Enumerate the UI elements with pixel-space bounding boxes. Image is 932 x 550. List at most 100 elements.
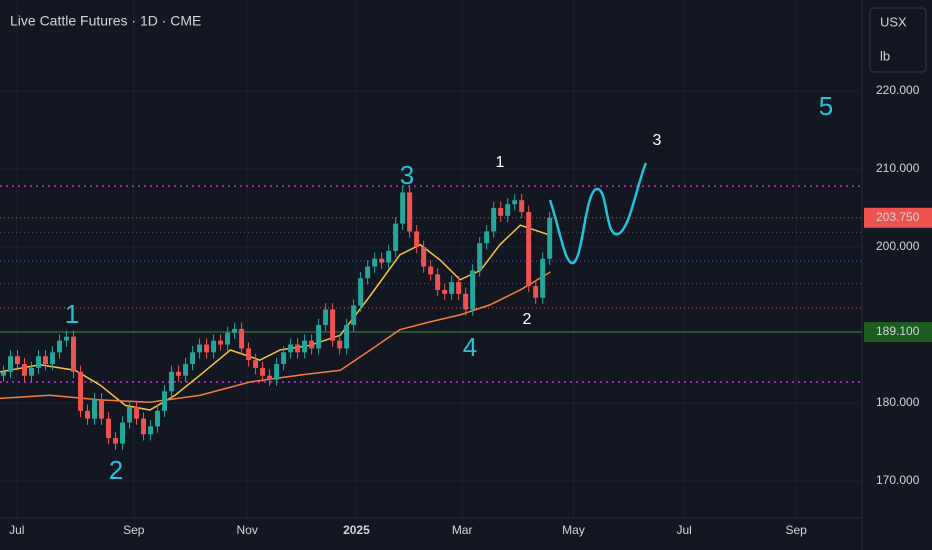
wave-label: 1 xyxy=(496,154,505,171)
candle-body xyxy=(449,282,455,294)
candle-body xyxy=(211,340,217,353)
candle-body xyxy=(337,340,343,349)
candle-body xyxy=(148,426,154,435)
candle-body xyxy=(407,192,413,232)
candle-body xyxy=(463,293,469,310)
candle-body xyxy=(155,410,161,427)
candle-body xyxy=(323,309,329,326)
candles xyxy=(1,186,553,450)
candle-body xyxy=(267,375,273,380)
price-label-box xyxy=(864,207,932,228)
candle-body xyxy=(428,266,434,275)
candle-body xyxy=(498,208,504,216)
y-tick-label: 220.000 xyxy=(876,83,920,97)
wave-label: 3 xyxy=(653,132,662,149)
candle-body xyxy=(540,258,546,298)
candle-body xyxy=(218,340,224,345)
wave-label: 3 xyxy=(400,160,414,190)
candle-body xyxy=(512,200,518,205)
candle-body xyxy=(8,356,14,372)
candle-body xyxy=(127,406,133,423)
candle-body xyxy=(302,340,308,353)
candle-body xyxy=(57,340,63,353)
moving-average xyxy=(0,271,551,404)
candle-body xyxy=(134,406,140,419)
y-tick-label: 170.000 xyxy=(876,473,920,487)
candle-body xyxy=(365,266,371,279)
candle-body xyxy=(470,270,476,310)
candle-body xyxy=(533,286,539,298)
candle-body xyxy=(190,352,196,365)
unit-measure: lb xyxy=(880,48,890,63)
candle-body xyxy=(379,258,385,263)
candle-body xyxy=(421,247,427,267)
candle-body xyxy=(22,364,28,376)
candle-body xyxy=(232,328,238,333)
wave-label: 2 xyxy=(109,455,123,485)
candle-body xyxy=(15,356,21,365)
candle-body xyxy=(169,371,175,392)
candle-body xyxy=(330,309,336,341)
x-tick-label: Sep xyxy=(123,523,145,537)
candle-body xyxy=(36,356,42,368)
candle-body xyxy=(43,356,49,365)
candle-body xyxy=(106,418,112,439)
x-tick-label: Jul xyxy=(9,523,24,537)
unit-box[interactable] xyxy=(869,7,927,73)
chart-title: Live Cattle Futures · 1D · CME xyxy=(10,13,201,29)
price-label-box xyxy=(864,322,932,343)
candle-body xyxy=(281,352,287,365)
candle-body xyxy=(477,243,483,271)
axes: 170.000 180.000 200.000 210.000 220.000 Jul Se… xyxy=(9,83,932,537)
annotations: 1 2 3 4 1 2 3 5 xyxy=(65,91,833,485)
candle-body xyxy=(400,192,406,224)
candle-body xyxy=(204,344,210,353)
unit-currency: USX xyxy=(880,14,907,29)
candle-body xyxy=(78,371,84,411)
candle-body xyxy=(120,422,126,444)
x-tick-label: Sep xyxy=(785,523,807,537)
candle-body xyxy=(295,344,301,353)
y-tick-label: 180.000 xyxy=(876,395,920,409)
candle-body xyxy=(113,438,119,444)
price-label: 203.750 xyxy=(876,210,920,224)
candle-body xyxy=(141,418,147,435)
candle-body xyxy=(99,399,105,419)
candle-body xyxy=(358,278,364,306)
candle-body xyxy=(484,231,490,244)
candle-body xyxy=(442,289,448,294)
x-tick-label: May xyxy=(562,523,585,537)
candle-body xyxy=(71,336,77,372)
candle-body xyxy=(519,200,525,212)
candle-body xyxy=(92,399,98,419)
candle-body xyxy=(414,231,420,248)
candle-body xyxy=(309,340,315,349)
candle-body xyxy=(29,367,35,376)
wave-label: 2 xyxy=(523,311,532,328)
candle-body xyxy=(239,328,245,349)
candle-body xyxy=(64,336,70,341)
candle-body xyxy=(288,344,294,353)
candle-body xyxy=(547,217,553,259)
x-tick-label: Jul xyxy=(676,523,691,537)
candle-body xyxy=(505,204,511,216)
levels xyxy=(0,185,862,383)
wave-label: 1 xyxy=(65,299,79,329)
candle-body xyxy=(253,360,259,368)
candle-body xyxy=(50,352,56,365)
candle-body xyxy=(456,282,462,294)
candle-body xyxy=(526,211,532,287)
candle-body xyxy=(183,364,189,376)
wave-label: 4 xyxy=(463,332,477,362)
candle-body xyxy=(176,371,182,376)
candle-body xyxy=(316,325,322,349)
candle-body xyxy=(386,250,392,263)
candle-body xyxy=(1,371,7,376)
candle-body xyxy=(197,344,203,353)
candle-body xyxy=(435,274,441,290)
candle-body xyxy=(85,410,91,419)
candle-body xyxy=(393,223,399,251)
x-tick-label: Mar xyxy=(452,523,473,537)
